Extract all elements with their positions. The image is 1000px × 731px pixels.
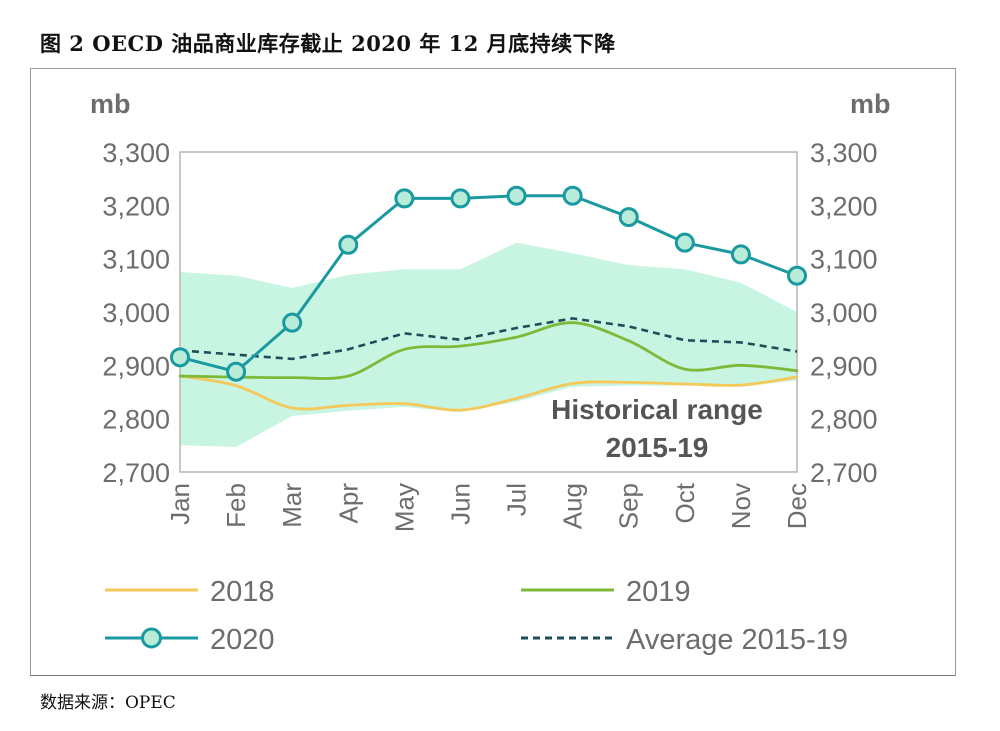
data-point-2020-sep [618,207,639,228]
data-point-2020-mar [282,312,303,333]
historical-range-band [180,242,797,447]
legend-label-2020: 2020 [210,624,275,656]
legend-label-2019: 2019 [626,576,691,608]
x-tick-jul: Jul [502,483,532,516]
y-axis-unit-left: mb [90,89,131,119]
y-tick-left-2900: 2,900 [102,351,170,381]
axes-layer: 2,700 2,700 2,800 2,800 2,900 2,900 3,000 3,000… [90,89,891,532]
y-tick-left-3200: 3,200 [102,191,170,221]
x-tick-dec: Dec [782,483,812,529]
source-note: 数据来源：OPEC [40,693,176,713]
y-tick-left-2700: 2,700 [102,458,170,488]
y-tick-right-2800: 2,800 [810,405,878,435]
data-point-2020-dec [787,265,807,286]
data-point-2020-jul [506,185,527,206]
x-tick-apr: Apr [333,483,363,524]
y-tick-right-3100: 3,100 [810,245,878,275]
x-tick-may: May [389,483,419,532]
figure-title: 图 2 OECD 油品商业库存截止 2020 年 12 月底持续下降 [40,31,616,56]
data-point-2020-jun [450,188,471,209]
y-tick-right-2700: 2,700 [810,458,878,488]
series-markers-layer [170,185,807,382]
y-tick-right-3300: 3,300 [810,138,878,168]
data-point-2020-feb [226,361,247,382]
legend-label-2018: 2018 [210,576,275,608]
annotation-historical-range: Historical range [551,394,763,425]
y-tick-right-3200: 3,200 [810,191,878,221]
x-tick-sep: Sep [614,483,644,529]
series-line-average-2015-19 [179,317,798,361]
x-tick-nov: Nov [726,483,756,529]
x-tick-feb: Feb [221,483,251,528]
legend-label-average-2015-19: Average 2015-19 [626,624,848,656]
y-tick-left-2800: 2,800 [102,405,170,435]
y-axis-unit-right: mb [850,89,891,119]
annotation-range-years: 2015-19 [606,432,709,463]
data-point-2020-apr [338,234,359,255]
chart-frame [30,68,956,676]
historical-range-layer [180,242,797,447]
series-line-2018 [178,374,799,412]
x-tick-oct: Oct [670,482,700,523]
data-point-2020-nov [730,244,751,265]
x-tick-mar: Mar [277,483,307,528]
legend-marker-2020 [141,627,162,649]
y-tick-left-3300: 3,300 [102,138,170,168]
y-tick-left-3000: 3,000 [102,298,170,328]
data-point-2020-oct [674,232,695,253]
data-point-2020-jan [170,347,190,368]
x-tick-aug: Aug [558,483,588,529]
y-tick-right-2900: 2,900 [810,351,878,381]
y-tick-right-3000: 3,000 [810,298,878,328]
y-tick-left-3100: 3,100 [102,245,170,275]
data-point-2020-aug [562,185,583,206]
legend-layer: 2018 2019 2020 Average 2015-19 [105,576,848,656]
annotation-layer: Historical range 2015-19 [551,394,763,463]
data-point-2020-may [394,188,415,209]
plot-area-border [179,151,798,473]
series-line-2019 [178,321,799,380]
x-tick-jan: Jan [165,483,195,525]
x-tick-jun: Jun [445,483,475,525]
